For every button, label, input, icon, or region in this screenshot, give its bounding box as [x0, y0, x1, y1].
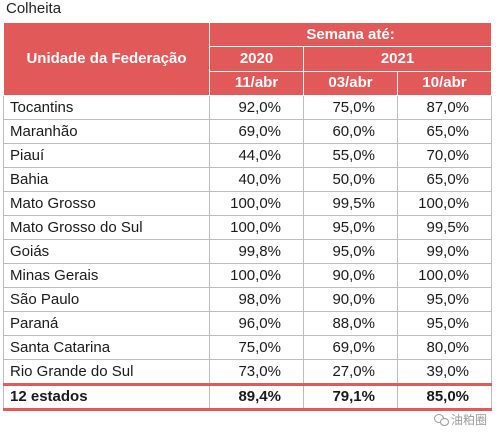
percent-cell: 70,0% — [396, 143, 493, 168]
percent-cell: 99,8% — [209, 239, 304, 264]
state-name-cell: Mato Grosso — [3, 191, 210, 216]
state-name-cell: Maranhão — [3, 119, 210, 144]
percent-cell: 65,0% — [396, 167, 493, 192]
percent-cell: 69,0% — [209, 119, 304, 144]
percent-cell: 55,0% — [303, 143, 398, 168]
percent-cell: 95,0% — [303, 215, 398, 240]
header-date: 11/abr — [209, 70, 304, 97]
table-row: Mato Grosso 100,0% 99,5% 100,0% — [3, 191, 493, 216]
percent-cell: 44,0% — [209, 143, 304, 168]
header-uf: Unidade da Federação — [3, 22, 210, 96]
percent-cell: 87,0% — [396, 95, 493, 120]
percent-cell: 80,0% — [396, 335, 493, 360]
percent-cell: 89,4% — [209, 383, 304, 411]
percent-cell: 65,0% — [396, 119, 493, 144]
percent-cell: 95,0% — [303, 239, 398, 264]
percent-cell: 96,0% — [209, 311, 304, 336]
percent-cell: 39,0% — [396, 359, 493, 385]
table-row: Santa Catarina 75,0% 69,0% 80,0% — [3, 335, 493, 360]
percent-cell: 73,0% — [209, 359, 304, 385]
table-row: Minas Gerais 100,0% 90,0% 100,0% — [3, 263, 493, 288]
percent-cell: 99,0% — [396, 239, 493, 264]
table-caption: Colheita — [6, 0, 62, 17]
percent-cell: 27,0% — [303, 359, 398, 385]
table-row: Goiás 99,8% 95,0% 99,0% — [3, 239, 493, 264]
percent-cell: 99,5% — [303, 191, 398, 216]
header-year-2020: 2020 — [209, 46, 304, 72]
percent-cell: 100,0% — [209, 191, 304, 216]
percent-cell: 100,0% — [396, 191, 493, 216]
percent-cell: 85,0% — [396, 383, 493, 411]
percent-cell: 40,0% — [209, 167, 304, 192]
percent-cell: 98,0% — [209, 287, 304, 312]
state-name-cell: Rio Grande do Sul — [3, 359, 210, 385]
percent-cell: 100,0% — [209, 215, 304, 240]
percent-cell: 88,0% — [303, 311, 398, 336]
state-name-cell: Goiás — [3, 239, 210, 264]
state-name-cell: Santa Catarina — [3, 335, 210, 360]
percent-cell: 90,0% — [303, 287, 398, 312]
percent-cell: 69,0% — [303, 335, 398, 360]
percent-cell: 60,0% — [303, 119, 398, 144]
header-week: Semana até: — [208, 21, 493, 48]
state-name-cell: Tocantins — [3, 95, 210, 120]
wechat-icon — [433, 414, 449, 426]
harvest-table: Unidade da Federação Semana até: 2020 20… — [3, 21, 493, 411]
state-name-cell: 12 estados — [3, 383, 210, 411]
percent-cell: 95,0% — [396, 287, 493, 312]
percent-cell: 90,0% — [303, 263, 398, 288]
state-name-cell: Minas Gerais — [3, 263, 210, 288]
percent-cell: 100,0% — [209, 263, 304, 288]
table-row: Bahia 40,0% 50,0% 65,0% — [3, 167, 493, 192]
watermark-text: 油粕圈 — [450, 413, 487, 427]
table-header: Unidade da Federação Semana até: 2020 20… — [3, 21, 493, 97]
percent-cell: 75,0% — [209, 335, 304, 360]
percent-cell: 50,0% — [303, 167, 398, 192]
header-date: 10/abr — [396, 70, 493, 97]
table-row: Paraná 96,0% 88,0% 95,0% — [3, 311, 493, 336]
percent-cell: 75,0% — [303, 95, 398, 120]
state-name-cell: Bahia — [3, 167, 210, 192]
percent-cell: 100,0% — [396, 263, 493, 288]
table-body: Tocantins 92,0% 75,0% 87,0% Maranhão 69,0% 60,… — [3, 95, 493, 411]
percent-cell: 99,5% — [396, 215, 493, 240]
header-year-2021: 2021 — [302, 46, 493, 72]
table-row: Tocantins 92,0% 75,0% 87,0% — [3, 95, 493, 120]
table-row: Maranhão 69,0% 60,0% 65,0% — [3, 119, 493, 144]
state-name-cell: Mato Grosso do Sul — [3, 215, 210, 240]
state-name-cell: São Paulo — [3, 287, 210, 312]
total-row: 12 estados 89,4% 79,1% 85,0% — [3, 383, 493, 411]
state-name-cell: Paraná — [3, 311, 210, 336]
percent-cell: 79,1% — [303, 383, 398, 411]
table-row: Mato Grosso do Sul 100,0% 95,0% 99,5% — [3, 215, 493, 240]
table-row: Rio Grande do Sul 73,0% 27,0% 39,0% — [3, 359, 493, 385]
header-date: 03/abr — [303, 70, 398, 97]
table-row: São Paulo 98,0% 90,0% 95,0% — [3, 287, 493, 312]
watermark: 油粕圈 — [433, 411, 487, 428]
table-row: Piauí 44,0% 55,0% 70,0% — [3, 143, 493, 168]
percent-cell: 92,0% — [209, 95, 304, 120]
state-name-cell: Piauí — [3, 143, 210, 168]
percent-cell: 95,0% — [396, 311, 493, 336]
